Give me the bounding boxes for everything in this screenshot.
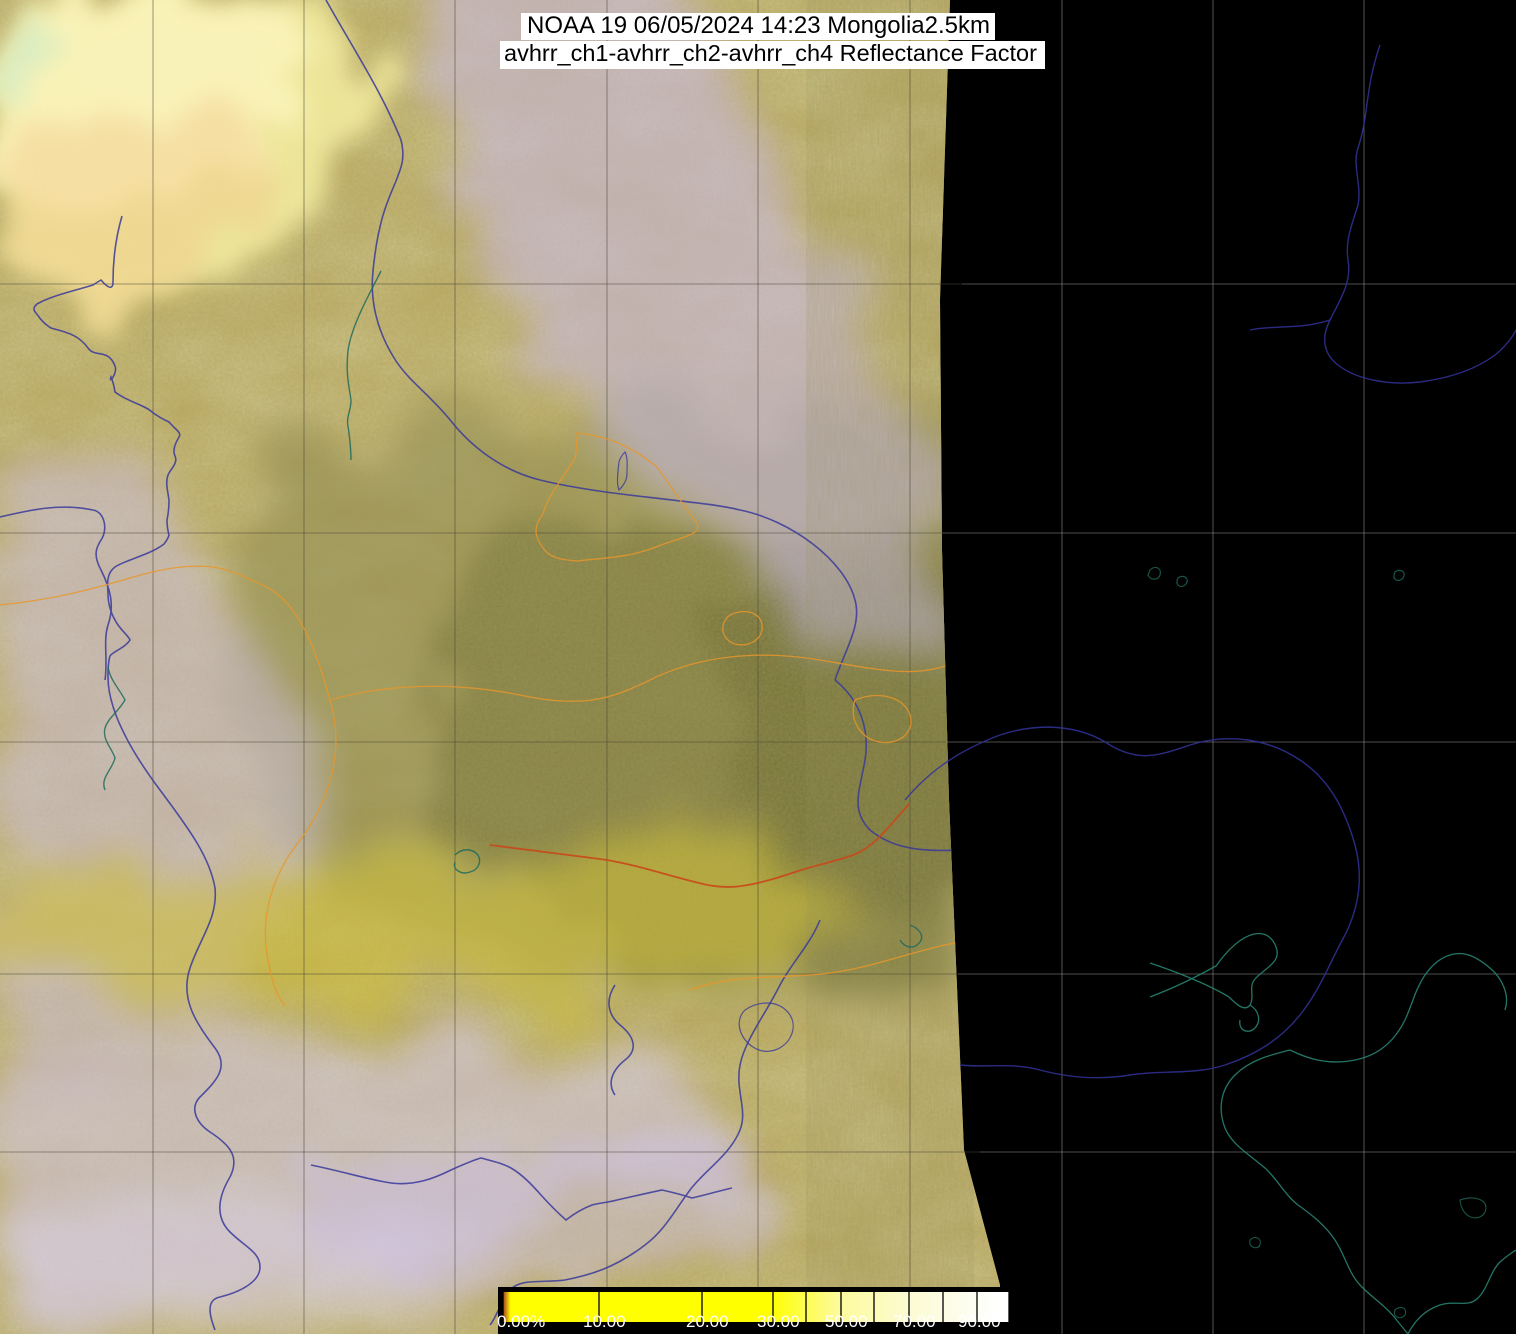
- svg-text:90.00: 90.00: [958, 1312, 1001, 1331]
- svg-text:30.00: 30.00: [757, 1312, 800, 1331]
- svg-text:20.00: 20.00: [686, 1312, 729, 1331]
- svg-text:10.00: 10.00: [583, 1312, 626, 1331]
- svg-text:0.00%: 0.00%: [497, 1312, 545, 1331]
- svg-text:NOAA 19 06/05/2024 14:23 Mongo: NOAA 19 06/05/2024 14:23 Mongolia2.5km: [527, 12, 990, 39]
- svg-text:70.00: 70.00: [893, 1312, 936, 1331]
- svg-text:50.00: 50.00: [825, 1312, 868, 1331]
- svg-text:avhrr_ch1-avhrr_ch2-avhrr_ch4: avhrr_ch1-avhrr_ch2-avhrr_ch4 Reflectanc…: [504, 40, 1037, 66]
